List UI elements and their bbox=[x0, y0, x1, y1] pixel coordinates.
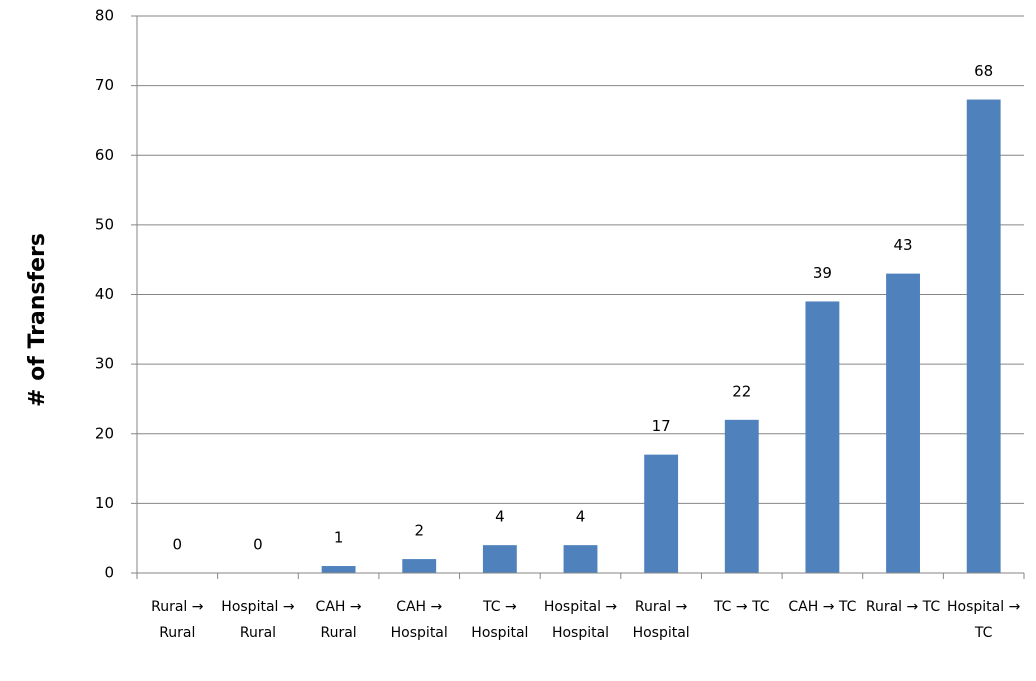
bar bbox=[563, 545, 598, 573]
bar bbox=[321, 566, 356, 573]
data-label: 39 bbox=[813, 264, 832, 282]
y-tick-label: 0 bbox=[104, 564, 114, 582]
data-label: 1 bbox=[334, 529, 344, 547]
y-tick-label: 60 bbox=[95, 146, 114, 164]
bar bbox=[724, 419, 759, 573]
y-tick-label: 70 bbox=[95, 76, 114, 94]
x-tick-label: Hospital → Rural bbox=[221, 599, 295, 641]
bar bbox=[644, 454, 679, 573]
data-label: 68 bbox=[974, 62, 993, 80]
data-label: 4 bbox=[576, 508, 586, 526]
bar bbox=[402, 559, 437, 573]
y-tick-label: 50 bbox=[95, 215, 114, 233]
x-tick-label: Hospital → Hospital bbox=[543, 599, 618, 641]
bar bbox=[886, 273, 920, 573]
data-label: 2 bbox=[414, 522, 424, 540]
x-tick-label: Rural → Hospital bbox=[632, 599, 690, 641]
bar bbox=[482, 545, 517, 573]
y-axis-label: # of Transfers bbox=[25, 233, 50, 407]
x-tick-label: Rural → Rural bbox=[151, 599, 204, 641]
data-label: 17 bbox=[652, 417, 671, 435]
data-label: 0 bbox=[253, 536, 263, 554]
x-tick-label: CAH → Hospital bbox=[390, 599, 448, 641]
x-tick-label: Hospital → TC bbox=[947, 599, 1021, 641]
y-tick-label: 40 bbox=[95, 285, 114, 303]
y-tick-label: 80 bbox=[95, 7, 114, 25]
x-tick-label: TC → Hospital bbox=[471, 599, 529, 641]
x-tick-label: TC → TC bbox=[713, 599, 770, 615]
bar bbox=[805, 301, 840, 573]
x-tick-label: Rural → TC bbox=[865, 599, 941, 615]
data-label: 0 bbox=[173, 536, 183, 554]
data-label: 43 bbox=[893, 236, 912, 254]
data-label: 4 bbox=[495, 508, 505, 526]
y-tick-label: 20 bbox=[95, 424, 114, 442]
bar bbox=[966, 99, 1001, 574]
y-tick-label: 10 bbox=[95, 494, 114, 512]
y-tick-label: 30 bbox=[95, 355, 114, 373]
x-tick-label: CAH → TC bbox=[788, 599, 857, 615]
data-label: 22 bbox=[732, 382, 751, 400]
x-tick-label: CAH → Rural bbox=[315, 599, 362, 641]
